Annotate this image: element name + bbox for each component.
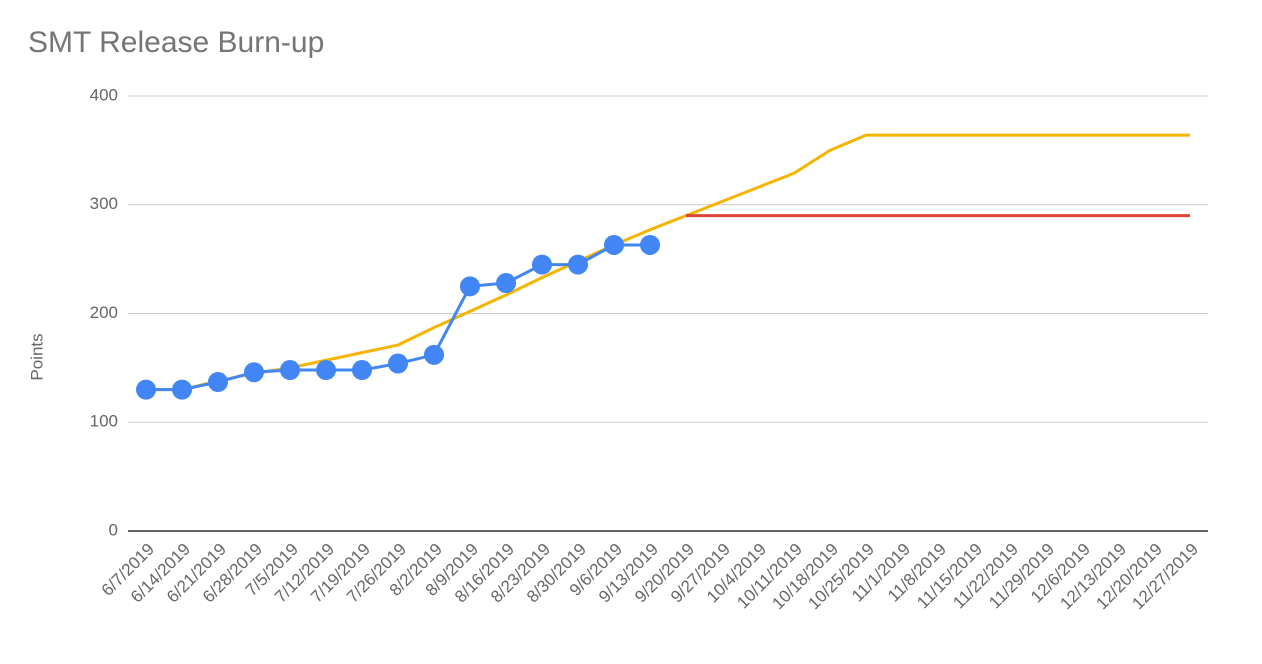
series-line [146,133,1190,392]
data-point [604,234,624,255]
y-tick-label: 300 [90,194,118,213]
y-axis-title: Points [27,333,46,380]
y-tick-label: 400 [90,85,118,104]
chart-title: SMT Release Burn-up [28,26,324,59]
data-point [280,360,300,381]
data-point [424,344,444,365]
data-point [388,353,408,374]
data-point [568,254,588,275]
data-point [208,372,228,393]
data-point [532,254,552,275]
data-point [496,273,516,294]
data-point [136,379,156,400]
data-point [172,379,192,400]
y-tick-label: 200 [90,303,118,322]
data-point [352,360,372,381]
data-point [316,360,336,381]
data-point [640,234,660,255]
y-tick-label: 100 [90,412,118,431]
data-point [460,276,480,297]
y-tick-label: 0 [109,520,118,539]
data-point [244,362,264,383]
